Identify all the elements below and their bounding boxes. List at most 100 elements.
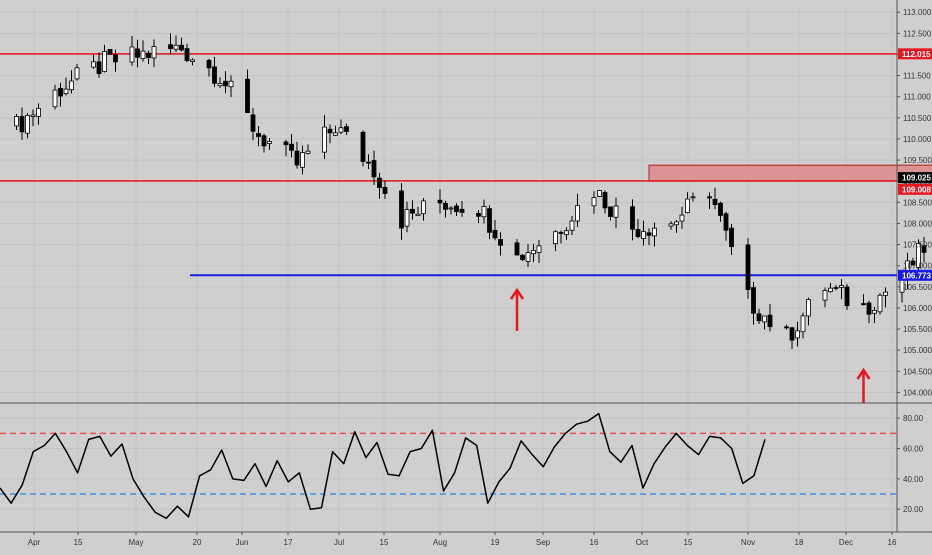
time-tick-label: Sep xyxy=(536,538,551,547)
candle-down xyxy=(515,243,519,255)
candle-up xyxy=(532,250,536,253)
time-tick-label: Aug xyxy=(433,538,447,547)
candle-up xyxy=(31,115,35,117)
price-tick-label: 111.000 xyxy=(903,93,931,102)
candle-up xyxy=(405,210,409,227)
candle-down xyxy=(59,88,63,96)
candle-down xyxy=(345,127,349,132)
candle-up xyxy=(823,290,827,300)
candle-down xyxy=(730,228,734,246)
price-tick-label: 113.000 xyxy=(903,8,932,17)
price-tick-label: 105.000 xyxy=(903,346,932,355)
candle-up xyxy=(653,228,657,236)
candle-up xyxy=(422,201,426,214)
candle-up xyxy=(301,153,305,168)
candle-up xyxy=(92,62,96,67)
candle-up xyxy=(218,83,222,85)
price-tick-label: 110.500 xyxy=(903,114,932,123)
candle-down xyxy=(257,133,261,136)
rsi-tick-label: 80.00 xyxy=(903,414,924,423)
price-tick-label: 108.500 xyxy=(903,198,932,207)
candle-down xyxy=(477,213,481,216)
candle-down xyxy=(290,144,294,150)
time-tick-label: Jul xyxy=(334,538,344,547)
candle-down xyxy=(136,49,140,57)
candle-down xyxy=(180,45,184,50)
candle-up xyxy=(334,133,338,135)
candle-down xyxy=(499,239,503,245)
candle-down xyxy=(724,214,728,230)
rsi-panel xyxy=(0,414,897,519)
candle-down xyxy=(361,132,365,161)
candle-down xyxy=(284,142,288,145)
candle-down xyxy=(367,162,371,163)
candle-down xyxy=(213,67,217,83)
candle-down xyxy=(752,288,756,314)
candle-up xyxy=(482,207,486,217)
time-tick-label: Dec xyxy=(839,538,853,547)
candle-up xyxy=(614,206,618,217)
candle-down xyxy=(114,55,118,62)
horizontal-lines-layer xyxy=(0,54,897,275)
candle-up xyxy=(64,89,68,94)
candle-down xyxy=(147,53,151,57)
candle-down xyxy=(713,199,717,204)
candles-layer xyxy=(15,33,932,349)
price-tick-label: 106.000 xyxy=(903,304,932,313)
price-tick-label: 104.500 xyxy=(903,367,932,376)
candle-up xyxy=(323,127,327,152)
price-tick-label: 105.500 xyxy=(903,325,932,334)
rsi-tick-label: 60.00 xyxy=(903,445,924,454)
rsi-line xyxy=(0,414,765,519)
candle-down xyxy=(328,129,332,133)
rsi-tick-label: 40.00 xyxy=(903,475,924,484)
price-tick-label: 106.500 xyxy=(903,283,932,292)
price-tick-label: 112.500 xyxy=(903,29,932,38)
candle-down xyxy=(636,230,640,237)
candle-down xyxy=(460,209,464,212)
candle-up xyxy=(37,108,41,116)
candle-down xyxy=(493,230,497,237)
candle-up xyxy=(570,221,574,230)
rsi-tick-label: 20.00 xyxy=(903,505,924,514)
candle-down xyxy=(185,49,189,61)
candle-up xyxy=(598,191,602,197)
candle-up xyxy=(339,128,343,132)
candle-up xyxy=(268,141,272,143)
candle-down xyxy=(559,232,563,233)
time-tick-label: 15 xyxy=(380,538,389,547)
price-tick-label: 109.500 xyxy=(903,156,932,165)
candle-up xyxy=(537,246,541,253)
candle-up xyxy=(526,253,530,262)
candle-down xyxy=(97,62,101,74)
candle-down xyxy=(444,203,448,209)
candle-down xyxy=(609,207,613,217)
candle-up xyxy=(174,45,178,49)
candle-down xyxy=(708,197,712,198)
candle-up xyxy=(576,206,580,221)
candle-up xyxy=(642,232,646,239)
candle-up xyxy=(680,215,684,221)
candle-up xyxy=(796,331,800,338)
resistance-zone xyxy=(649,165,932,181)
time-tick-label: 15 xyxy=(74,538,83,547)
candle-up xyxy=(416,214,420,215)
candle-up xyxy=(53,90,57,107)
candle-up xyxy=(449,208,453,209)
candle-down xyxy=(785,327,789,328)
grid xyxy=(0,8,897,532)
price-tick-label: 110.000 xyxy=(903,135,932,144)
candle-up xyxy=(763,316,767,322)
candle-up xyxy=(306,151,310,153)
candle-down xyxy=(108,49,112,54)
candle-down xyxy=(207,60,211,68)
candle-down xyxy=(603,193,607,208)
candle-up xyxy=(840,286,844,288)
candle-down xyxy=(262,136,266,146)
candle-up xyxy=(70,81,74,90)
line-label-112: 112.015 xyxy=(902,50,931,59)
time-tick-label: Oct xyxy=(636,538,649,547)
candle-down xyxy=(251,115,255,131)
